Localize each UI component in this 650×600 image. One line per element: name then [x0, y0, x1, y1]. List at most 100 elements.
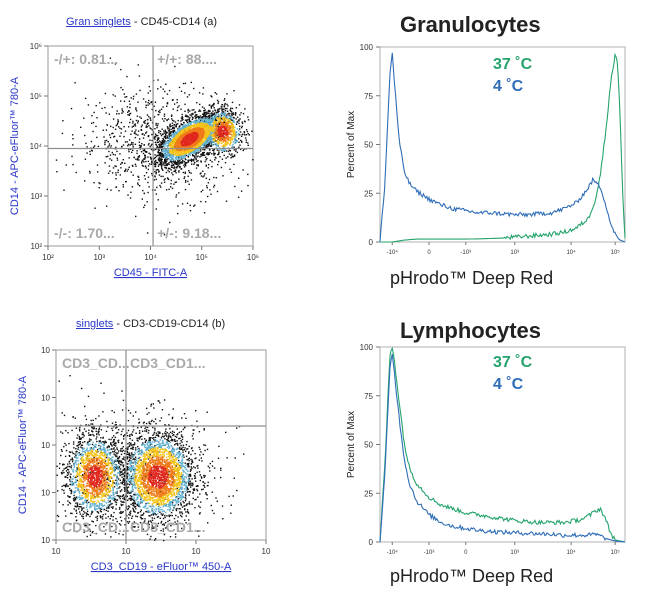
event-dot [119, 136, 120, 137]
event-dot [185, 120, 186, 121]
event-dot [213, 177, 214, 178]
x-axis-label: CD45 - FITC-A [114, 267, 188, 279]
event-dot [218, 121, 219, 122]
event-dot [138, 184, 139, 185]
event-dot [229, 150, 230, 151]
event-dot [130, 511, 131, 512]
event-dot [150, 117, 151, 118]
event-dot [135, 457, 136, 458]
event-dot [172, 123, 173, 124]
event-dot [166, 172, 167, 173]
event-dot [123, 136, 124, 137]
event-dot [196, 167, 197, 168]
event-dot [129, 157, 130, 158]
event-dot [110, 126, 111, 127]
event-dot [106, 457, 107, 458]
event-dot [159, 152, 160, 153]
event-dot [214, 123, 215, 124]
event-dot [200, 451, 201, 452]
event-dot [171, 150, 172, 151]
event-dot [165, 130, 166, 131]
event-dot [75, 418, 76, 419]
event-dot [151, 145, 152, 146]
event-dot [214, 140, 215, 141]
event-dot [217, 112, 218, 113]
event-dot [157, 79, 158, 80]
event-dot [67, 432, 68, 433]
event-dot [133, 96, 134, 97]
event-dot [175, 196, 176, 197]
event-dot [137, 182, 138, 183]
event-dot [141, 427, 142, 428]
event-dot [135, 159, 136, 160]
event-dot [176, 126, 177, 127]
event-dot [132, 122, 133, 123]
event-dot [128, 420, 129, 421]
event-dot [185, 165, 186, 166]
event-dot [216, 114, 217, 115]
event-dot [91, 123, 92, 124]
event-dot [251, 131, 252, 132]
event-dot [225, 108, 226, 109]
event-dot [217, 164, 218, 165]
event-dot [65, 456, 66, 457]
event-dot [95, 418, 96, 419]
event-dot [93, 420, 94, 421]
event-dot [210, 463, 211, 464]
event-dot [122, 162, 123, 163]
event-dot [160, 86, 161, 87]
event-dot [153, 407, 154, 408]
event-dot [135, 107, 136, 108]
event-dot [62, 433, 63, 434]
event-dot [127, 106, 128, 107]
event-dot [227, 113, 228, 114]
event-dot [195, 154, 196, 155]
event-dot [156, 187, 157, 188]
event-dot [96, 105, 97, 106]
event-dot [155, 173, 156, 174]
event-dot [137, 176, 138, 177]
event-dot [193, 88, 194, 89]
event-dot [231, 123, 232, 124]
event-dot [230, 122, 231, 123]
event-dot [71, 430, 72, 431]
event-dot [119, 509, 120, 510]
event-dot [203, 454, 204, 455]
event-dot [222, 175, 223, 176]
event-dot [179, 87, 180, 88]
event-dot [222, 109, 223, 110]
event-dot [171, 131, 172, 132]
event-dot [218, 101, 219, 102]
event-dot [104, 144, 105, 145]
event-dot [137, 102, 138, 103]
event-dot [248, 119, 249, 120]
event-dot [181, 158, 182, 159]
event-dot [181, 123, 182, 124]
event-dot [212, 465, 213, 466]
event-dot [103, 136, 104, 137]
event-dot [183, 172, 184, 173]
event-dot [223, 109, 224, 110]
event-dot [136, 110, 137, 111]
event-dot [231, 115, 232, 116]
event-dot [109, 170, 110, 171]
event-dot [143, 158, 144, 159]
event-dot [186, 125, 187, 126]
event-dot [178, 163, 179, 164]
event-dot [139, 138, 140, 139]
event-dot [73, 443, 74, 444]
event-dot [129, 139, 130, 140]
event-dot [122, 110, 123, 111]
event-dot [101, 108, 102, 109]
event-dot [184, 178, 185, 179]
event-dot [164, 114, 165, 115]
event-dot [171, 180, 172, 181]
event-dot [208, 182, 209, 183]
event-dot [177, 99, 178, 100]
event-dot [148, 92, 149, 93]
event-dot [243, 113, 244, 114]
event-dot [117, 119, 118, 120]
event-dot [96, 117, 97, 118]
event-dot [182, 160, 183, 161]
event-dot [141, 162, 142, 163]
